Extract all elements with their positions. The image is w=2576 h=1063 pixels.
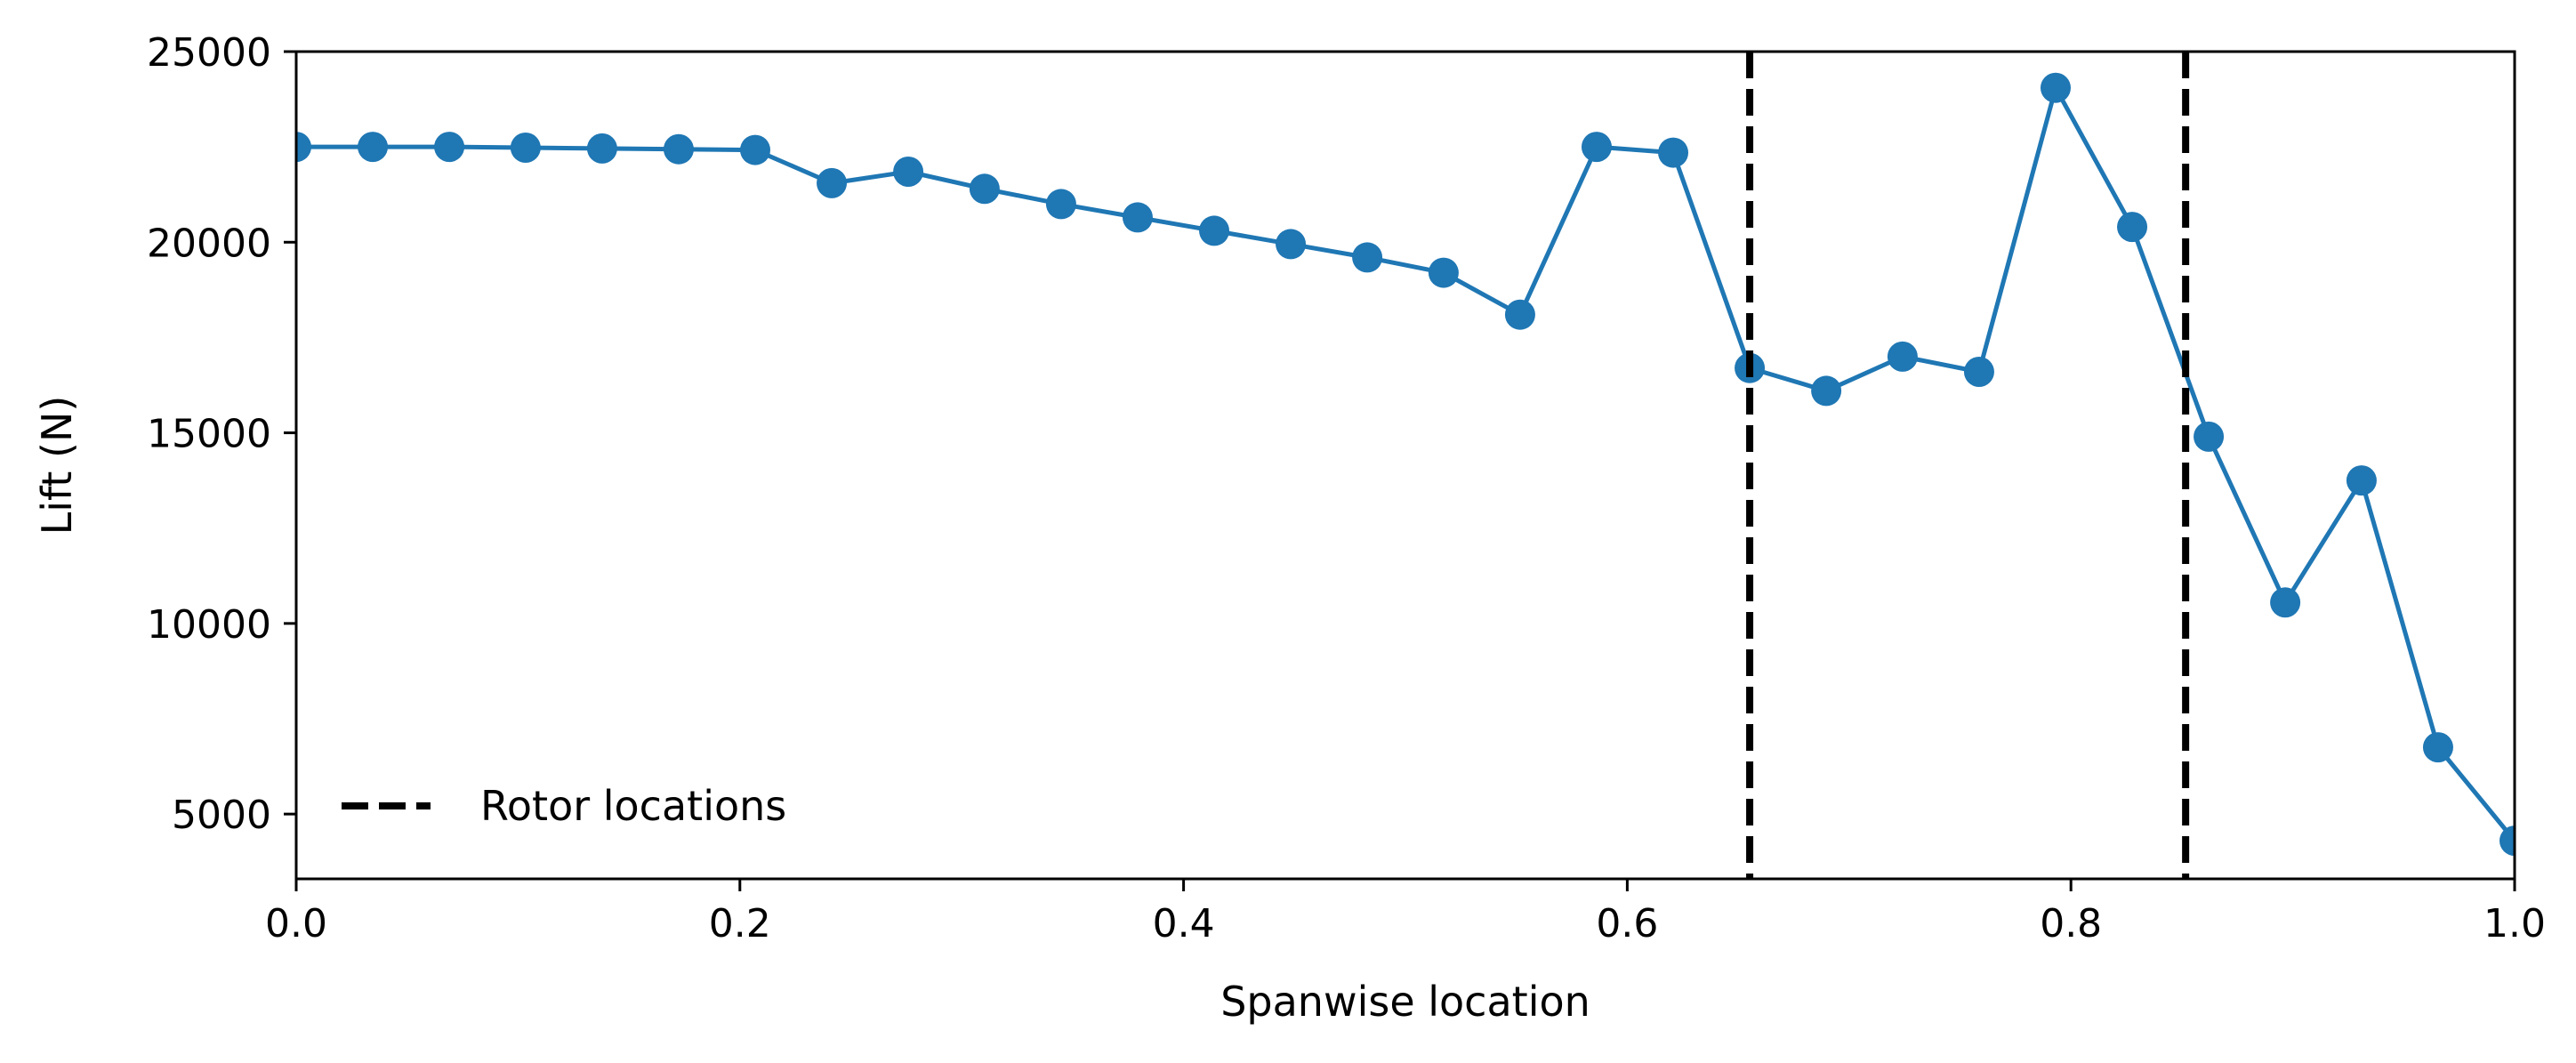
- lift-data-point: [1811, 375, 1842, 407]
- lift-data-point: [1963, 357, 1994, 387]
- plot-frame: [294, 50, 2516, 881]
- lift-data-point: [1428, 257, 1459, 288]
- y-axis: 5000 10000 15000 20000 25000: [147, 30, 296, 838]
- lift-data-point: [2500, 825, 2515, 857]
- lift-data-point: [969, 173, 1000, 205]
- y-tick-label: 5000: [172, 793, 271, 838]
- legend-label-rotor-locations: Rotor locations: [480, 782, 786, 830]
- lift-data-point: [1276, 229, 1307, 260]
- lift-data-point: [1658, 137, 1689, 168]
- lift-data-point: [296, 132, 311, 163]
- x-tick-label: 1.0: [2483, 901, 2546, 946]
- x-tick-label: 0.4: [1153, 901, 1215, 946]
- lift-data-point: [510, 133, 541, 163]
- lift-data-point: [434, 132, 465, 163]
- lift-data-point: [817, 167, 848, 198]
- lift-data-point: [2117, 212, 2148, 243]
- lift-data-point: [2194, 421, 2225, 452]
- lift-data-point: [1122, 202, 1153, 233]
- y-tick-label: 15000: [147, 412, 271, 457]
- x-tick-label: 0.8: [2040, 901, 2102, 946]
- lift-data-point: [1504, 299, 1535, 330]
- lift-data-point: [1045, 189, 1076, 220]
- lift-data-point: [358, 132, 389, 163]
- series-layer: [296, 72, 2515, 857]
- lift-data-point: [1581, 132, 1612, 163]
- lift-data-point: [740, 134, 771, 165]
- y-tick-label: 25000: [147, 30, 271, 76]
- x-axis-label: Spanwise location: [1220, 978, 1590, 1026]
- x-tick-label: 0.0: [265, 901, 327, 946]
- lift-data-point: [663, 133, 694, 165]
- lift-data-point: [2346, 465, 2377, 496]
- lift-data-point: [2422, 732, 2453, 763]
- y-tick-label: 20000: [147, 221, 271, 266]
- lift-data-point: [2040, 72, 2071, 103]
- x-axis: 0.0 0.2 0.4 0.6 0.8 1.0: [265, 879, 2546, 946]
- lift-data-point: [1199, 215, 1230, 246]
- lift-data-point: [2270, 587, 2301, 618]
- legend: Rotor locations: [342, 782, 786, 830]
- lift-data-point: [586, 133, 617, 164]
- x-tick-label: 0.2: [709, 901, 771, 946]
- lift-series-line: [296, 85, 2515, 842]
- lift-data-point: [1352, 242, 1383, 273]
- lift-data-point: [893, 157, 924, 187]
- rotor-lines-layer: [1746, 52, 2190, 879]
- x-tick-label: 0.6: [1596, 901, 1658, 946]
- lift-data-point: [1887, 341, 1918, 372]
- y-tick-label: 10000: [147, 602, 271, 648]
- y-axis-label: Lift (N): [33, 396, 81, 536]
